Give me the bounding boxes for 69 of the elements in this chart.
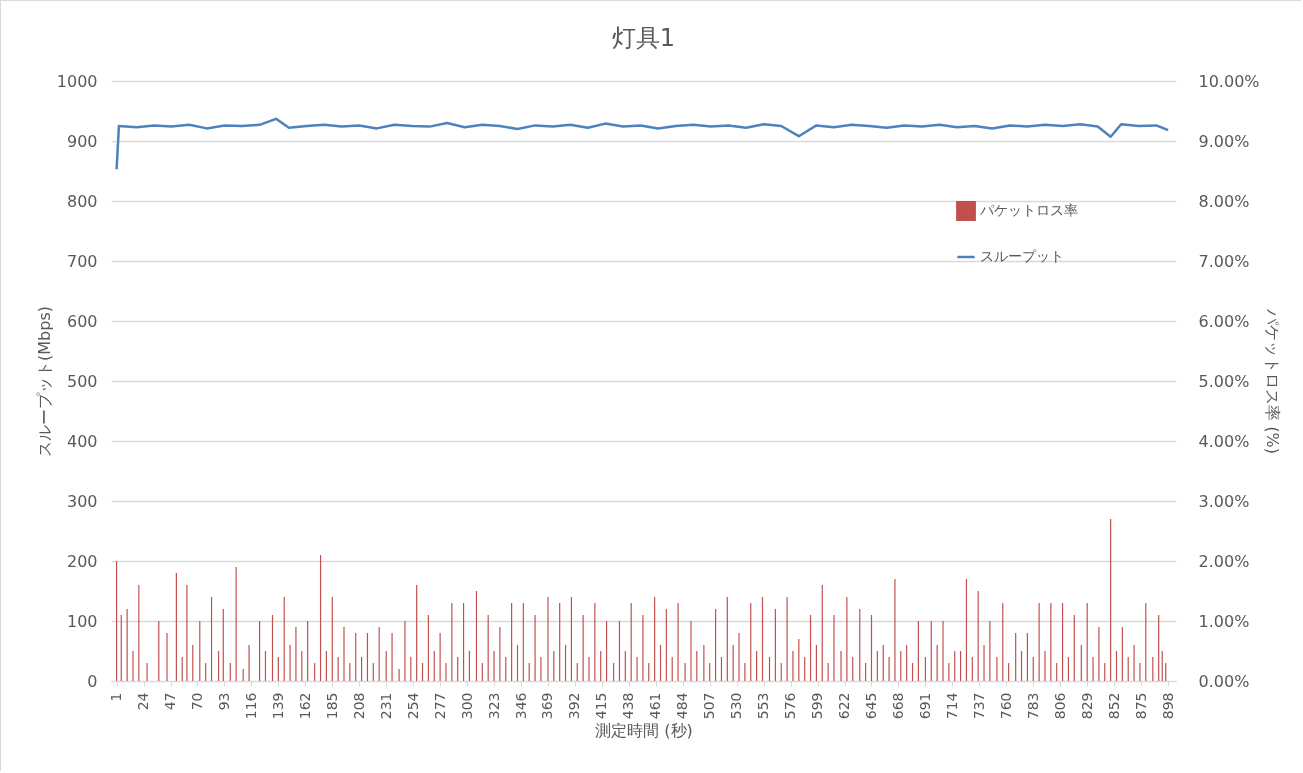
- x-tick-label: 208: [350, 692, 367, 720]
- x-tick-label: 346: [512, 692, 529, 720]
- x-tick-label: 323: [485, 692, 502, 720]
- x-tick-label: 576: [782, 692, 799, 720]
- y2-tick-label: 8.00%: [1198, 191, 1250, 211]
- x-tick-label: 668: [889, 692, 906, 720]
- x-tick-label: 300: [458, 692, 475, 720]
- y2-tick-label: 2.00%: [1198, 551, 1250, 571]
- legend-label: パケットロス率: [979, 202, 1078, 218]
- x-tick-label: 691: [916, 692, 933, 720]
- x-tick-label: 438: [620, 692, 637, 720]
- x-tick-label: 507: [701, 692, 718, 720]
- x-tick-label: 231: [377, 692, 394, 720]
- x-tick-label: 645: [863, 692, 879, 720]
- x-tick-label: 116: [242, 692, 259, 720]
- x-tick-label: 829: [1078, 692, 1095, 720]
- x-tick-label: 806: [1051, 692, 1068, 720]
- x-tick-label: 622: [836, 692, 853, 720]
- x-tick-label: 530: [728, 692, 745, 720]
- y-tick-label: 300: [66, 491, 98, 511]
- x-tick-label: 277: [431, 692, 448, 720]
- y-tick-label: 1000: [56, 71, 98, 91]
- x-tick-label: 70: [188, 692, 205, 711]
- x-tick-label: 553: [755, 692, 772, 720]
- y-tick-label: 600: [66, 311, 98, 331]
- x-tick-label: 93: [215, 692, 232, 711]
- y2-tick-label: 7.00%: [1198, 251, 1250, 271]
- x-tick-label: 714: [943, 692, 960, 720]
- y-tick-label: 800: [66, 191, 98, 211]
- x-tick-label: 254: [404, 692, 421, 720]
- x-tick-label: 461: [647, 692, 664, 720]
- x-tick-label: 392: [566, 692, 583, 720]
- x-tick-label: 1: [108, 692, 125, 702]
- y2-tick-label: 3.00%: [1198, 491, 1250, 511]
- y2-tick-label: 1.00%: [1198, 611, 1250, 631]
- x-tick-label: 139: [269, 692, 286, 720]
- y-tick-label: 700: [66, 251, 98, 271]
- y-tick-label: 500: [66, 371, 98, 391]
- x-tick-label: 415: [593, 692, 610, 720]
- y2-tick-label: 6.00%: [1198, 311, 1250, 331]
- x-tick-label: 484: [674, 692, 691, 720]
- x-axis-title: 測定時間 (秒): [595, 721, 693, 741]
- x-tick-label: 852: [1105, 692, 1122, 720]
- x-tick-label: 760: [997, 692, 1014, 720]
- x-tick-label: 737: [970, 692, 987, 720]
- y-axis-title: スループット(Mbps): [34, 306, 54, 457]
- y-tick-label: 200: [66, 551, 98, 571]
- legend-label: スループット: [980, 248, 1064, 264]
- y2-tick-label: 10.00%: [1198, 71, 1260, 91]
- y2-tick-label: 5.00%: [1198, 371, 1250, 391]
- y-tick-label: 100: [66, 611, 98, 631]
- y2-tick-label: 0.00%: [1198, 671, 1250, 691]
- y2-tick-label: 4.00%: [1198, 431, 1250, 451]
- line-series: [115, 117, 1170, 171]
- y-tick-label: 400: [66, 431, 98, 451]
- y-tick-label: 0: [87, 671, 98, 691]
- y-tick-label: 900: [66, 131, 98, 151]
- x-tick-label: 162: [296, 692, 313, 720]
- x-tick-label: 875: [1132, 692, 1149, 720]
- y2-axis-title: パケットロス率 (%): [1262, 308, 1282, 454]
- x-tick-label: 24: [135, 692, 152, 711]
- x-tick-label: 599: [809, 692, 826, 720]
- y2-tick-label: 9.00%: [1198, 131, 1250, 151]
- x-tick-label: 369: [539, 692, 556, 720]
- x-tick-label: 185: [323, 692, 340, 720]
- chart-title: 灯具1: [611, 24, 676, 52]
- x-tick-label: 47: [162, 692, 179, 711]
- x-tick-label: 783: [1024, 692, 1041, 720]
- x-tick-label: 898: [1159, 692, 1176, 720]
